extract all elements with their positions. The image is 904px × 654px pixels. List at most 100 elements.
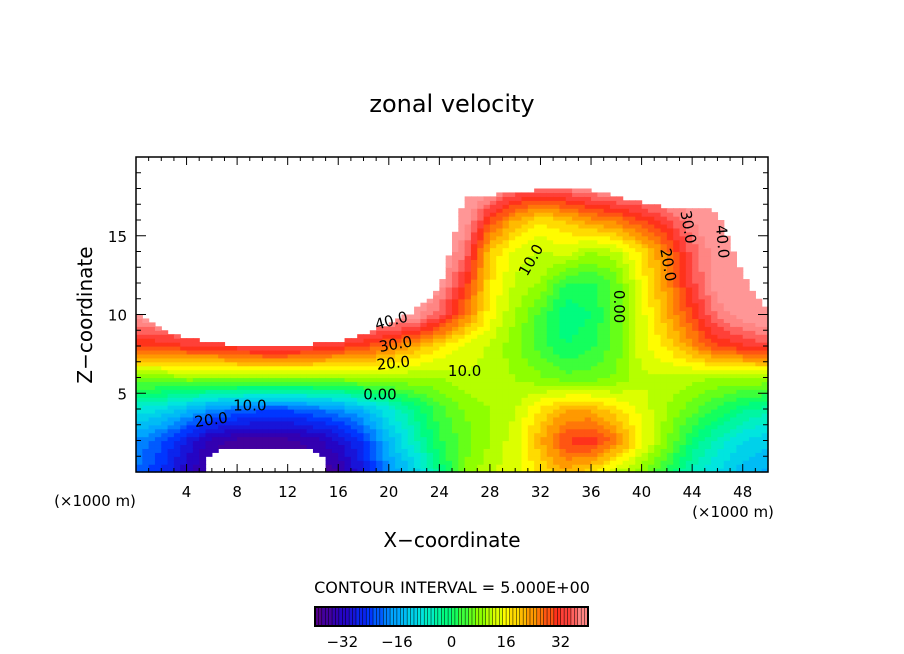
heatmap-cell xyxy=(584,294,592,300)
heatmap-cell xyxy=(654,464,662,469)
heatmap-cell xyxy=(388,432,396,438)
heatmap-cell xyxy=(572,353,579,359)
heatmap-cell xyxy=(470,314,478,320)
heatmap-cell xyxy=(464,452,472,457)
heatmap-cell xyxy=(319,373,327,379)
heatmap-cell xyxy=(256,428,263,434)
heatmap-cell xyxy=(407,385,415,390)
heatmap-cell xyxy=(673,369,681,375)
heatmap-cell xyxy=(704,460,712,465)
heatmap-cell xyxy=(256,420,263,426)
heatmap-cell xyxy=(369,412,377,418)
heatmap-cell xyxy=(205,373,213,379)
heatmap-cell xyxy=(622,255,630,260)
heatmap-cell xyxy=(382,377,390,383)
heatmap-cell xyxy=(218,420,226,426)
heatmap-cell xyxy=(654,448,662,453)
heatmap-cell xyxy=(464,251,472,257)
heatmap-cell xyxy=(628,267,636,272)
heatmap-cell xyxy=(742,468,750,473)
heatmap-cell xyxy=(262,440,270,446)
heatmap-cell xyxy=(584,192,592,197)
heatmap-cell xyxy=(287,361,295,367)
heatmap-cell xyxy=(433,412,440,418)
heatmap-cell xyxy=(730,251,737,257)
heatmap-cell xyxy=(521,428,529,434)
heatmap-cell xyxy=(578,192,586,197)
heatmap-cell xyxy=(363,452,371,457)
heatmap-cell xyxy=(376,381,384,386)
heatmap-cell xyxy=(698,346,706,351)
heatmap-cell xyxy=(136,405,143,410)
heatmap-cell xyxy=(742,440,750,446)
heatmap-cell xyxy=(218,349,226,355)
heatmap-cell xyxy=(407,365,415,371)
heatmap-cell xyxy=(230,349,238,355)
heatmap-cell xyxy=(338,412,346,418)
heatmap-cell xyxy=(597,243,605,249)
heatmap-cell xyxy=(224,357,232,363)
heatmap-cell xyxy=(331,424,339,430)
heatmap-cell xyxy=(350,405,358,410)
heatmap-cell xyxy=(357,393,365,398)
heatmap-cell xyxy=(578,401,586,406)
heatmap-cell xyxy=(534,188,542,194)
heatmap-cell xyxy=(603,302,611,308)
heatmap-cell xyxy=(673,448,681,453)
heatmap-cell xyxy=(426,369,434,375)
heatmap-cell xyxy=(559,416,567,422)
heatmap-cell xyxy=(192,468,200,473)
heatmap-cell xyxy=(319,397,327,402)
heatmap-cell xyxy=(673,412,681,418)
heatmap-cell xyxy=(325,365,333,371)
heatmap-cell xyxy=(369,342,377,347)
heatmap-cell xyxy=(508,412,516,418)
heatmap-cell xyxy=(534,412,542,418)
heatmap-cell xyxy=(458,393,466,398)
heatmap-cell xyxy=(641,302,649,308)
heatmap-cell xyxy=(224,409,232,414)
heatmap-cell xyxy=(578,416,586,422)
heatmap-cell xyxy=(565,349,573,355)
heatmap-cell xyxy=(515,255,523,260)
heatmap-cell xyxy=(420,405,428,410)
heatmap-cell xyxy=(660,353,668,359)
heatmap-cell xyxy=(610,243,617,249)
heatmap-cell xyxy=(730,334,737,339)
heatmap-cell xyxy=(565,322,573,327)
heatmap-cell xyxy=(553,432,561,438)
heatmap-cell xyxy=(736,377,744,383)
heatmap-cell xyxy=(635,353,643,359)
heatmap-cell xyxy=(338,460,346,465)
heatmap-cell xyxy=(635,298,643,304)
heatmap-cell xyxy=(603,283,611,288)
heatmap-cell xyxy=(515,290,523,296)
heatmap-cell xyxy=(730,361,737,367)
heatmap-cell xyxy=(717,424,725,430)
heatmap-cell xyxy=(622,468,630,473)
heatmap-cell xyxy=(730,283,737,288)
heatmap-cell xyxy=(647,342,655,347)
heatmap-cell xyxy=(357,452,365,457)
heatmap-cell xyxy=(572,412,579,418)
heatmap-cell xyxy=(439,468,447,473)
heatmap-cell xyxy=(180,456,188,461)
heatmap-cell xyxy=(679,239,687,245)
heatmap-cell xyxy=(527,357,535,363)
heatmap-cell xyxy=(407,432,415,438)
heatmap-cell xyxy=(635,397,643,402)
heatmap-cell xyxy=(407,346,415,351)
heatmap-cell xyxy=(407,464,415,469)
heatmap-cell xyxy=(470,322,478,327)
heatmap-cell xyxy=(224,373,232,379)
heatmap-cell xyxy=(369,381,377,386)
heatmap-cell xyxy=(628,255,636,260)
heatmap-cell xyxy=(673,247,681,253)
heatmap-cell xyxy=(496,220,504,225)
heatmap-cell xyxy=(515,267,523,272)
heatmap-cell xyxy=(483,267,491,272)
heatmap-cell xyxy=(635,283,643,288)
heatmap-cell xyxy=(439,440,447,446)
heatmap-cell xyxy=(622,432,630,438)
